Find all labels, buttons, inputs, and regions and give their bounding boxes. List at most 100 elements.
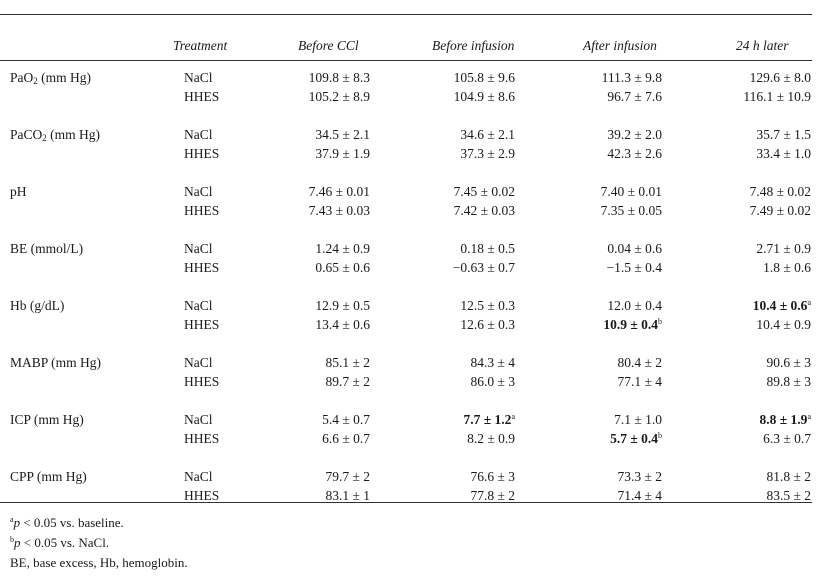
value-cell: 6.3 ± 0.7 — [763, 431, 811, 446]
value-cell: 8.8 ± 1.9a — [759, 412, 811, 427]
value-cell: 96.7 ± 7.6 — [607, 89, 662, 104]
value-cell: 5.4 ± 0.7 — [322, 412, 370, 427]
value-cell: 12.6 ± 0.3 — [460, 317, 515, 332]
footnote: ap < 0.05 vs. baseline. — [10, 515, 124, 530]
table-top-rule — [0, 14, 812, 15]
treatment-label: HHES — [184, 203, 220, 218]
value-cell: 105.2 ± 8.9 — [308, 89, 370, 104]
treatment-label: HHES — [184, 89, 220, 104]
treatment-label: NaCl — [184, 298, 213, 313]
value-cell: 5.7 ± 0.4b — [610, 431, 662, 446]
parameter-label: MABP (mm Hg) — [10, 355, 102, 370]
treatment-label: NaCl — [184, 241, 213, 256]
value-cell: 13.4 ± 0.6 — [315, 317, 370, 332]
value-cell: 76.6 ± 3 — [470, 469, 515, 484]
treatment-label: NaCl — [184, 355, 213, 370]
value-cell: 7.48 ± 0.02 — [749, 184, 811, 199]
value-cell: 10.4 ± 0.6a — [752, 298, 811, 313]
value-cell: 33.4 ± 1.0 — [756, 146, 811, 161]
value-cell: 42.3 ± 2.6 — [607, 146, 662, 161]
footnote: BE, base excess, Hb, hemoglobin. — [10, 555, 188, 570]
header-24h-later: 24 h later — [736, 38, 789, 53]
value-cell: 86.0 ± 3 — [470, 374, 515, 389]
value-cell: 7.43 ± 0.03 — [308, 203, 370, 218]
treatment-label: HHES — [184, 317, 220, 332]
value-cell: 7.35 ± 0.05 — [600, 203, 662, 218]
parameter-label: BE (mmol/L) — [10, 241, 84, 256]
value-cell: 10.9 ± 0.4b — [603, 317, 662, 332]
value-cell: 7.45 ± 0.02 — [453, 184, 515, 199]
value-cell: 34.6 ± 2.1 — [460, 127, 515, 142]
value-cell: 7.46 ± 0.01 — [308, 184, 370, 199]
value-cell: 35.7 ± 1.5 — [756, 127, 811, 142]
value-cell: 1.8 ± 0.6 — [763, 260, 811, 275]
value-cell: 85.1 ± 2 — [325, 355, 370, 370]
treatment-label: HHES — [184, 488, 220, 503]
value-cell: 83.1 ± 1 — [325, 488, 370, 503]
value-cell: 77.1 ± 4 — [617, 374, 662, 389]
value-cell: 12.9 ± 0.5 — [315, 298, 370, 313]
value-cell: −1.5 ± 0.4 — [606, 260, 662, 275]
value-cell: 104.9 ± 8.6 — [453, 89, 515, 104]
value-cell: 6.6 ± 0.7 — [322, 431, 370, 446]
parameter-label: ICP (mm Hg) — [10, 412, 84, 427]
value-cell: 34.5 ± 2.1 — [315, 127, 370, 142]
footnote: bp < 0.05 vs. NaCl. — [10, 535, 110, 550]
value-cell: 89.7 ± 2 — [325, 374, 370, 389]
table-header-rule — [0, 60, 812, 61]
value-cell: 83.5 ± 2 — [766, 488, 811, 503]
value-cell: 79.7 ± 2 — [325, 469, 370, 484]
value-cell: 80.4 ± 2 — [617, 355, 662, 370]
table-bottom-rule — [0, 502, 812, 503]
value-cell: 73.3 ± 2 — [617, 469, 662, 484]
value-cell: 2.71 ± 0.9 — [756, 241, 811, 256]
value-cell: 109.8 ± 8.3 — [308, 70, 370, 85]
treatment-label: HHES — [184, 431, 220, 446]
value-cell: 7.1 ± 1.0 — [614, 412, 662, 427]
value-cell: 1.24 ± 0.9 — [315, 241, 370, 256]
header-treatment: Treatment — [173, 38, 228, 53]
value-cell: 37.9 ± 1.9 — [315, 146, 370, 161]
value-cell: 12.5 ± 0.3 — [460, 298, 515, 313]
value-cell: −0.63 ± 0.7 — [452, 260, 515, 275]
parameter-label: pH — [10, 184, 27, 199]
value-cell: 81.8 ± 2 — [766, 469, 811, 484]
value-cell: 7.7 ± 1.2a — [463, 412, 515, 427]
treatment-label: HHES — [184, 374, 220, 389]
value-cell: 71.4 ± 4 — [617, 488, 662, 503]
value-cell: 116.1 ± 10.9 — [743, 89, 811, 104]
value-cell: 7.42 ± 0.03 — [453, 203, 515, 218]
value-cell: 111.3 ± 9.8 — [601, 70, 662, 85]
value-cell: 8.2 ± 0.9 — [467, 431, 515, 446]
treatment-label: NaCl — [184, 70, 213, 85]
parameter-label: PaO2 (mm Hg) — [10, 70, 91, 86]
treatment-label: NaCl — [184, 127, 213, 142]
value-cell: 12.0 ± 0.4 — [607, 298, 662, 313]
treatment-label: NaCl — [184, 184, 213, 199]
header-after-infusion: After infusion — [583, 38, 657, 53]
value-cell: 0.04 ± 0.6 — [607, 241, 662, 256]
value-cell: 84.3 ± 4 — [470, 355, 515, 370]
value-cell: 7.49 ± 0.02 — [749, 203, 811, 218]
treatment-label: HHES — [184, 260, 220, 275]
value-cell: 7.40 ± 0.01 — [600, 184, 662, 199]
value-cell: 10.4 ± 0.9 — [756, 317, 811, 332]
header-before-ccl: Before CCl — [298, 38, 359, 53]
value-cell: 0.18 ± 0.5 — [460, 241, 515, 256]
value-cell: 39.2 ± 2.0 — [607, 127, 662, 142]
value-cell: 105.8 ± 9.6 — [453, 70, 515, 85]
value-cell: 37.3 ± 2.9 — [460, 146, 515, 161]
parameter-label: PaCO2 (mm Hg) — [10, 127, 101, 143]
header-before-infusion: Before infusion — [432, 38, 515, 53]
value-cell: 90.6 ± 3 — [766, 355, 811, 370]
value-cell: 0.65 ± 0.6 — [315, 260, 370, 275]
treatment-label: NaCl — [184, 412, 213, 427]
value-cell: 89.8 ± 3 — [766, 374, 811, 389]
treatment-label: NaCl — [184, 469, 213, 484]
parameter-label: CPP (mm Hg) — [10, 469, 87, 484]
parameter-label: Hb (g/dL) — [10, 298, 65, 313]
value-cell: 77.8 ± 2 — [470, 488, 515, 503]
treatment-label: HHES — [184, 146, 220, 161]
value-cell: 129.6 ± 8.0 — [749, 70, 811, 85]
